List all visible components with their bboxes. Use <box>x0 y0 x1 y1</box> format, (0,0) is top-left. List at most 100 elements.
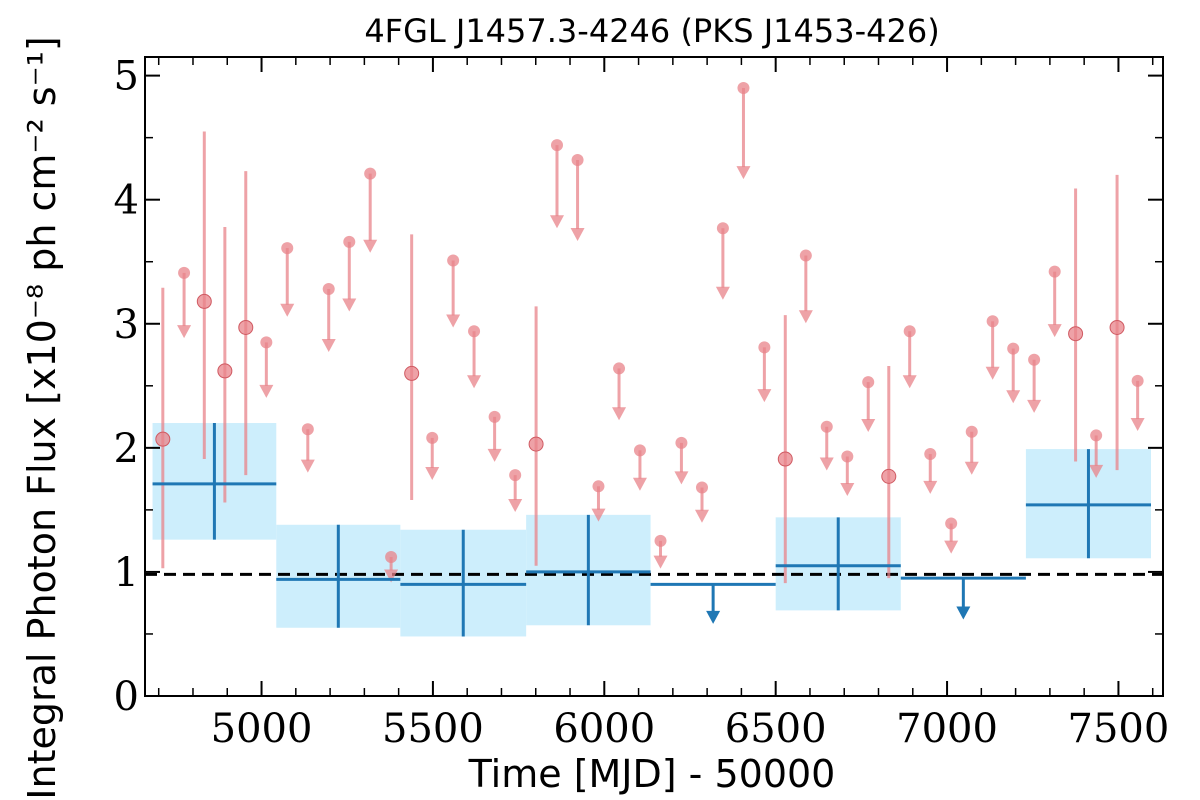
upper-limit-point <box>509 469 522 482</box>
upper-limit-arrowhead <box>1089 464 1104 478</box>
upper-limit-point <box>260 336 273 349</box>
data-point <box>528 436 544 452</box>
data-point <box>404 365 420 381</box>
upper-limit-arrowhead <box>736 166 751 180</box>
upper-limit-point <box>571 153 584 166</box>
upper-limit-arrowhead <box>902 375 917 389</box>
upper-limit-point <box>1007 342 1020 355</box>
y-tick-label: 0 <box>114 674 139 720</box>
upper-limit-point <box>550 139 563 152</box>
data-point <box>155 431 171 447</box>
y-tick-label: 2 <box>114 426 139 472</box>
bin-upper-limit-arrowhead <box>706 610 721 624</box>
upper-limit-arrowhead <box>425 467 440 481</box>
x-tick-label: 5500 <box>382 706 484 752</box>
x-tick-label: 7500 <box>1068 706 1170 752</box>
upper-limit-point <box>281 242 294 255</box>
upper-limit-arrowhead <box>694 509 709 523</box>
upper-limit-point <box>322 283 335 296</box>
y-axis-label: Integral Photon Flux [x10⁻⁸ ph cm⁻² s⁻¹] <box>20 36 64 799</box>
x-tick-label: 7000 <box>896 706 998 752</box>
upper-limit-arrowhead <box>321 339 336 353</box>
upper-limit-point <box>654 534 667 547</box>
upper-limit-arrowhead <box>177 325 192 339</box>
data-point <box>238 319 254 335</box>
x-tick-label: 5000 <box>211 706 313 752</box>
upper-limit-point <box>986 315 999 328</box>
upper-limit-arrowhead <box>944 540 959 554</box>
upper-limit-arrowhead <box>259 384 274 398</box>
y-tick-label: 5 <box>114 54 139 100</box>
x-tick-label: 6000 <box>553 706 655 752</box>
axis-ticks: 5000 5500 6000 6500 7000 7500 0 1 2 3 4 5 <box>114 54 1170 752</box>
upper-limit-arrowhead <box>300 459 315 473</box>
upper-limit-arrowhead <box>570 228 585 242</box>
upper-limit-point <box>385 551 398 564</box>
upper-limit-point <box>695 481 708 494</box>
upper-limit-arrowhead <box>342 298 357 312</box>
upper-limit-point <box>178 266 191 279</box>
upper-limit-arrowhead <box>964 461 979 475</box>
upper-limit-arrowhead <box>1130 417 1145 431</box>
upper-limit-arrowhead <box>612 407 627 421</box>
upper-limit-arrowhead <box>861 419 876 433</box>
upper-limit-point <box>343 235 356 248</box>
upper-limit-point <box>301 423 314 436</box>
upper-limit-arrowhead <box>549 215 564 229</box>
upper-limit-arrowhead <box>384 569 399 583</box>
upper-limit-point <box>924 448 937 461</box>
upper-limit-point <box>633 444 646 457</box>
upper-limit-point <box>1090 429 1103 442</box>
upper-limit-arrowhead <box>798 310 813 324</box>
upper-limit-arrowhead <box>632 477 647 491</box>
upper-limit-arrowhead <box>757 389 772 403</box>
upper-limit-arrowhead <box>508 499 523 513</box>
x-tick-label: 6500 <box>725 706 827 752</box>
upper-limit-arrowhead <box>280 303 295 317</box>
upper-limit-point <box>364 167 377 180</box>
upper-limit-arrowhead <box>985 366 1000 380</box>
upper-limit-arrowhead <box>363 239 378 253</box>
upper-limit-point <box>675 436 688 449</box>
upper-limit-point <box>1048 265 1061 278</box>
upper-limit-arrowhead <box>715 286 730 300</box>
upper-limit-point <box>1131 374 1144 387</box>
x-axis-label: Time [MJD] - 50000 <box>468 752 836 796</box>
y-tick-label: 4 <box>114 178 139 224</box>
upper-limit-arrowhead <box>923 480 938 494</box>
data-point <box>196 293 212 309</box>
upper-limit-arrowhead <box>1006 390 1021 404</box>
upper-limit-arrowhead <box>1047 324 1062 338</box>
data-point <box>881 468 897 484</box>
data-point <box>217 363 233 379</box>
y-tick-label: 3 <box>114 302 139 348</box>
upper-limit-arrowhead <box>446 314 461 328</box>
data-point <box>777 451 793 467</box>
data-marks <box>152 82 1152 637</box>
upper-limit-point <box>903 325 916 338</box>
upper-limit-arrowhead <box>1027 399 1042 413</box>
chart-title: 4FGL J1457.3-4246 (PKS J1453-426) <box>364 12 939 50</box>
upper-limit-point <box>613 362 626 375</box>
bin-bands <box>152 423 1152 637</box>
upper-limit-point <box>799 249 812 262</box>
upper-limit-arrowhead <box>487 448 502 462</box>
upper-limit-point <box>945 517 958 530</box>
upper-limit-arrowhead <box>819 457 834 471</box>
data-point <box>1109 319 1125 335</box>
upper-limit-arrowhead <box>674 471 689 485</box>
upper-limit-point <box>592 480 605 493</box>
upper-limit-point <box>1028 353 1041 366</box>
y-tick-label: 1 <box>114 550 139 596</box>
upper-limit-arrowhead <box>840 483 855 497</box>
upper-limit-point <box>965 425 978 438</box>
upper-limit-point <box>820 420 833 433</box>
bin-upper-limit-arrowhead <box>956 606 971 620</box>
upper-limit-point <box>426 431 439 444</box>
upper-limit-point <box>737 82 750 95</box>
upper-limit-point <box>716 222 729 235</box>
data-point <box>1068 326 1084 342</box>
upper-limit-point <box>841 450 854 463</box>
upper-limit-point <box>488 410 501 423</box>
